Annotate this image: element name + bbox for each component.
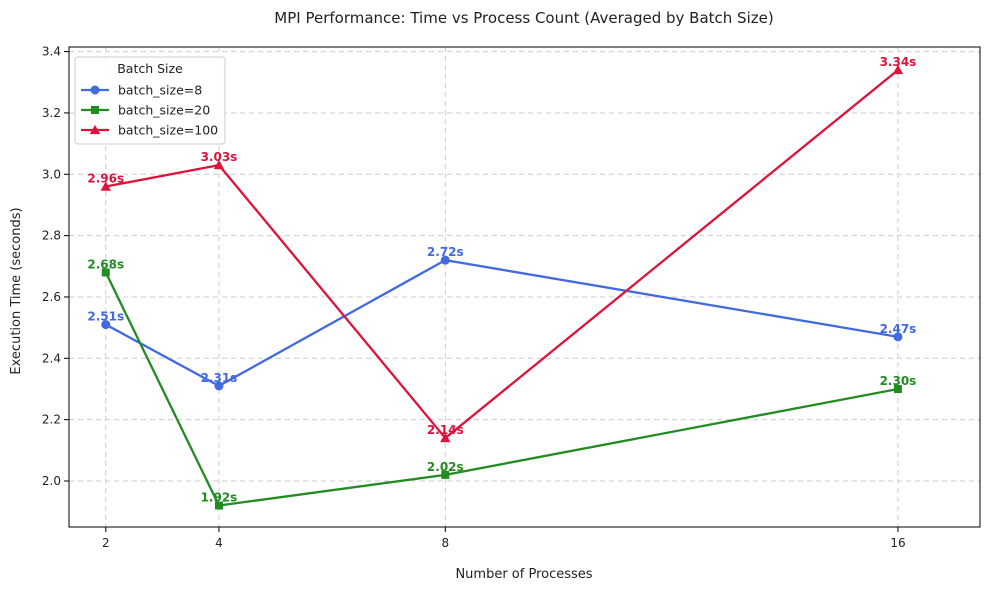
data-point bbox=[893, 332, 903, 342]
data-point bbox=[214, 381, 224, 391]
data-label: 2.31s bbox=[201, 371, 238, 385]
data-label: 2.47s bbox=[880, 322, 917, 336]
y-axis-label: Execution Time (seconds) bbox=[9, 207, 24, 374]
data-label: 3.34s bbox=[880, 55, 917, 69]
x-tick-label: 16 bbox=[890, 536, 905, 550]
data-point bbox=[213, 159, 225, 170]
data-label: 2.68s bbox=[87, 257, 124, 271]
data-point bbox=[100, 181, 111, 191]
data-point bbox=[441, 470, 450, 479]
y-tick-label: 3.0 bbox=[42, 167, 61, 181]
data-point bbox=[101, 268, 110, 277]
legend-title: Batch Size bbox=[117, 61, 183, 76]
data-point bbox=[214, 501, 223, 510]
y-tick-label: 3.2 bbox=[42, 106, 61, 120]
legend: Batch Size batch_size=8 batch_size=20batch… bbox=[74, 56, 226, 145]
data-label: 2.02s bbox=[427, 460, 464, 474]
data-point bbox=[892, 64, 904, 75]
plot-frame bbox=[68, 46, 981, 528]
data-label: 2.14s bbox=[427, 423, 464, 437]
legend-entry: batch_size=100 bbox=[81, 123, 218, 138]
legend-label: batch_size=100 bbox=[118, 123, 218, 138]
data-point bbox=[440, 255, 450, 265]
x-tick-label: 4 bbox=[215, 536, 223, 550]
series-3 bbox=[100, 64, 904, 443]
series-group bbox=[100, 64, 904, 510]
legend-marker bbox=[89, 124, 101, 135]
grid bbox=[69, 47, 980, 527]
x-tick-label: 8 bbox=[441, 536, 449, 550]
series-line bbox=[104, 271, 899, 507]
data-point bbox=[440, 432, 451, 443]
legend-box bbox=[74, 56, 226, 145]
series-1 bbox=[101, 255, 903, 391]
series-2 bbox=[101, 268, 902, 510]
x-axis-label: Number of Processes bbox=[455, 567, 592, 582]
legend-marker bbox=[90, 85, 100, 95]
chart-title: MPI Performance: Time vs Process Count (… bbox=[274, 9, 773, 27]
series-line bbox=[105, 69, 899, 440]
legend-label: batch_size=20 bbox=[118, 103, 210, 118]
legend-entry: batch_size=8 bbox=[81, 83, 202, 98]
y-tick-label: 2.6 bbox=[42, 290, 61, 304]
data-point bbox=[101, 320, 111, 330]
data-label: 3.03s bbox=[201, 150, 238, 164]
x-tick-label: 2 bbox=[102, 536, 110, 550]
data-label: 2.72s bbox=[427, 245, 464, 259]
data-label: 2.51s bbox=[87, 310, 124, 324]
y-tick-label: 3.4 bbox=[42, 45, 61, 59]
legend-marker bbox=[91, 106, 99, 114]
data-label: 2.96s bbox=[87, 172, 124, 186]
legend-label: batch_size=8 bbox=[118, 83, 202, 98]
legend-entry: batch_size=20 bbox=[81, 103, 210, 118]
data-label: 1.92s bbox=[201, 491, 238, 505]
y-tick-label: 2.4 bbox=[42, 351, 61, 365]
data-point bbox=[893, 384, 902, 393]
axes: 2 4 8 16 2.0 2.2 2.4 2.6 2.8 3.0 3.2 3.4 bbox=[42, 45, 981, 550]
y-tick-label: 2.8 bbox=[42, 229, 61, 243]
data-labels: 2.51s 2.31s 2.72s 2.47s 2.68s 1.92s 2.02s 2.30s… bbox=[87, 55, 916, 505]
data-label: 2.30s bbox=[880, 374, 917, 388]
series-line bbox=[105, 259, 899, 388]
y-tick-label: 2.2 bbox=[42, 413, 61, 427]
y-tick-label: 2.0 bbox=[42, 474, 61, 488]
